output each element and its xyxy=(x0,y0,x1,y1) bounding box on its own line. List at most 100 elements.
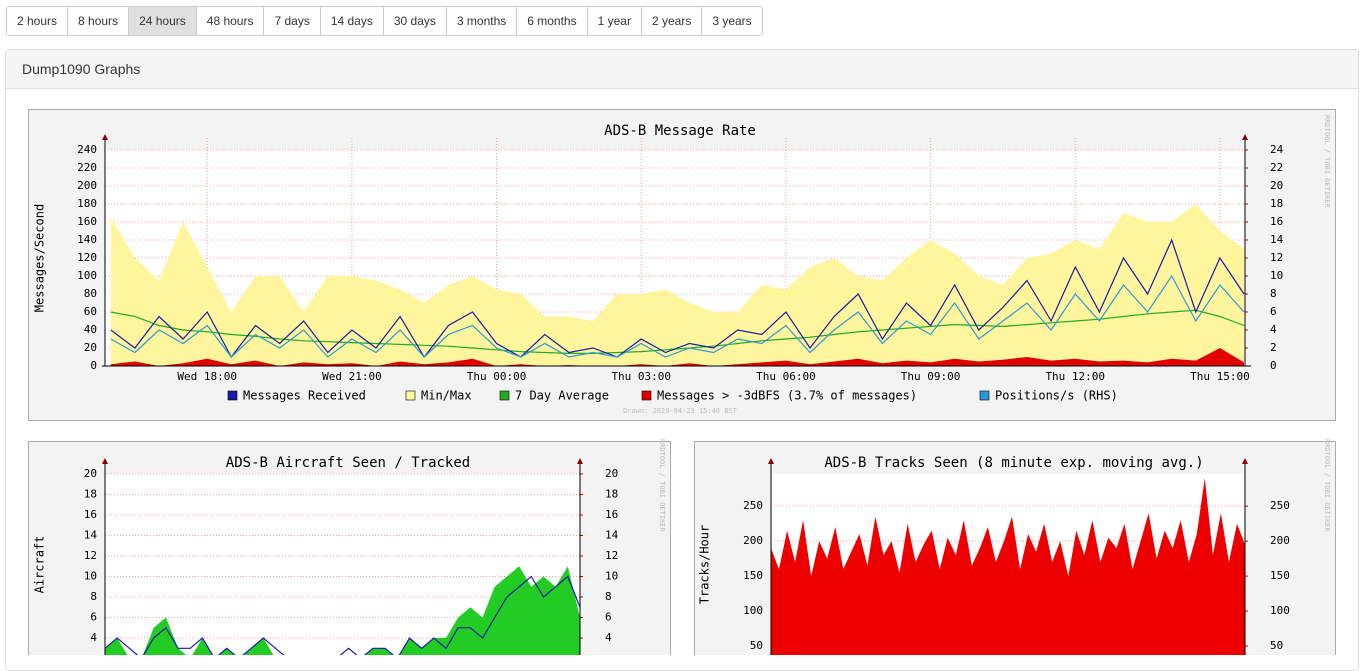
y-tick-label: 100 xyxy=(77,269,97,282)
y2-tick-label: 12 xyxy=(605,549,618,562)
y2-tick-label: 6 xyxy=(605,611,612,624)
x-tick-label: Thu 03:00 xyxy=(611,370,671,383)
range-tab[interactable]: 2 years xyxy=(641,7,703,35)
x-tick-label: Thu 12:00 xyxy=(1045,370,1105,383)
range-tab[interactable]: 24 hours xyxy=(129,7,197,35)
y-tick-label: 150 xyxy=(743,569,763,582)
y2-tick-label: 10 xyxy=(1270,269,1283,282)
legend-swatch xyxy=(641,390,652,401)
side-note: RRDTOOL / TOBI OETIKER xyxy=(658,439,666,533)
range-tab[interactable]: 48 hours xyxy=(196,7,265,35)
legend-swatch xyxy=(227,390,238,401)
y2-tick-label: 18 xyxy=(605,488,618,501)
range-tab[interactable]: 6 months xyxy=(517,7,588,35)
range-tab[interactable]: 2 hours xyxy=(7,7,69,35)
drawn-note: Drawn: 2020-04-23 15:40 BST xyxy=(623,407,738,415)
y-axis-label: Messages/Second xyxy=(33,204,47,312)
axis-arrow xyxy=(577,458,583,464)
y2-tick-label: 20 xyxy=(605,467,618,480)
range-tab[interactable]: 1 year xyxy=(587,7,642,35)
y-tick-label: 200 xyxy=(77,179,97,192)
chart-title: ADS-B Tracks Seen (8 minute exp. moving … xyxy=(824,455,1203,471)
x-tick-label: Wed 21:00 xyxy=(322,370,382,383)
y2-tick-label: 250 xyxy=(1270,499,1290,512)
y-tick-label: 12 xyxy=(84,549,97,562)
chart-title: ADS-B Message Rate xyxy=(604,123,756,139)
y2-tick-label: 4 xyxy=(605,631,612,644)
y2-tick-label: 24 xyxy=(1270,143,1284,156)
y2-tick-label: 8 xyxy=(1270,287,1277,300)
range-tab[interactable]: 3 years xyxy=(702,7,762,35)
y-tick-label: 20 xyxy=(84,467,97,480)
y2-tick-label: 20 xyxy=(1270,179,1283,192)
legend-swatch xyxy=(979,390,990,401)
chart-title: ADS-B Aircraft Seen / Tracked xyxy=(226,455,470,471)
y-tick-label: 20 xyxy=(84,341,97,354)
y2-tick-label: 6 xyxy=(1270,305,1277,318)
series-area xyxy=(110,348,1244,366)
axis-arrow xyxy=(1242,134,1248,140)
series-line xyxy=(110,309,1245,354)
y2-tick-label: 50 xyxy=(1270,639,1283,652)
y2-tick-label: 12 xyxy=(1270,251,1283,264)
page: 2 hours 8 hours 24 hours 48 hours 7 days 14 d… xyxy=(5,6,1359,671)
side-note: RRDTOOL / TOBI OETIKER xyxy=(1323,439,1331,533)
series-line xyxy=(110,274,1245,358)
legend-label: Min/Max xyxy=(421,389,472,403)
y-tick-label: 120 xyxy=(77,251,97,264)
y2-tick-label: 14 xyxy=(605,529,619,542)
y-tick-label: 6 xyxy=(90,611,97,624)
y-tick-label: 60 xyxy=(84,305,97,318)
y-tick-label: 160 xyxy=(77,215,97,228)
y2-tick-label: 16 xyxy=(605,508,618,521)
range-tab[interactable]: 7 days xyxy=(264,7,321,35)
series-area xyxy=(110,204,1244,366)
y2-tick-label: 2 xyxy=(1270,341,1277,354)
range-tab[interactable]: 30 days xyxy=(383,7,447,35)
range-tab[interactable]: 14 days xyxy=(320,7,384,35)
axis-arrow xyxy=(1242,458,1248,464)
y-tick-label: 80 xyxy=(84,287,97,300)
y2-tick-label: 4 xyxy=(1270,323,1277,336)
y-tick-label: 100 xyxy=(743,604,763,617)
series-line xyxy=(110,238,1245,359)
axis-arrow xyxy=(102,134,108,140)
y-tick-label: 0 xyxy=(90,359,97,372)
y-tick-label: 16 xyxy=(84,508,97,521)
y-tick-label: 200 xyxy=(743,534,763,547)
y-axis-label: Aircraft xyxy=(33,536,47,594)
y-tick-label: 14 xyxy=(84,529,98,542)
y-tick-label: 240 xyxy=(77,143,97,156)
range-tab[interactable]: 8 hours xyxy=(68,7,130,35)
y-tick-label: 8 xyxy=(90,590,97,603)
x-tick-label: Thu 15:00 xyxy=(1190,370,1250,383)
y-tick-label: 140 xyxy=(77,233,97,246)
y2-tick-label: 200 xyxy=(1270,534,1290,547)
y2-tick-label: 100 xyxy=(1270,604,1290,617)
axis-arrow xyxy=(102,458,108,464)
legend-label: Messages Received xyxy=(243,389,366,403)
y-tick-label: 50 xyxy=(750,639,763,652)
series-line xyxy=(104,575,581,655)
panel: Dump1090 Graphs xyxy=(5,49,1359,671)
y2-tick-label: 0 xyxy=(1270,359,1277,372)
charts: 0204060801001201401601802002202400246810… xyxy=(28,109,1336,655)
axis-arrow xyxy=(768,458,774,464)
x-tick-label: Wed 18:00 xyxy=(177,370,237,383)
legend-label: Positions/s (RHS) xyxy=(995,389,1118,403)
y-tick-label: 180 xyxy=(77,197,97,210)
range-tab[interactable]: 3 months xyxy=(446,7,518,35)
legend-label: Messages > -3dBFS (3.7% of messages) xyxy=(657,389,917,403)
y2-tick-label: 150 xyxy=(1270,569,1290,582)
x-tick-label: Thu 06:00 xyxy=(756,370,816,383)
x-tick-label: Thu 00:00 xyxy=(467,370,527,383)
series-area xyxy=(771,478,1245,655)
y2-tick-label: 18 xyxy=(1270,197,1283,210)
series-area xyxy=(105,566,580,655)
panel-title: Dump1090 Graphs xyxy=(6,50,1358,89)
legend-label: 7 Day Average xyxy=(515,389,609,403)
y2-tick-label: 14 xyxy=(1270,233,1284,246)
y2-tick-label: 10 xyxy=(605,570,618,583)
range-tabs: 2 hours 8 hours 24 hours 48 hours 7 days 14 d… xyxy=(6,6,763,36)
y-axis-label: Tracks/Hour xyxy=(698,525,712,604)
